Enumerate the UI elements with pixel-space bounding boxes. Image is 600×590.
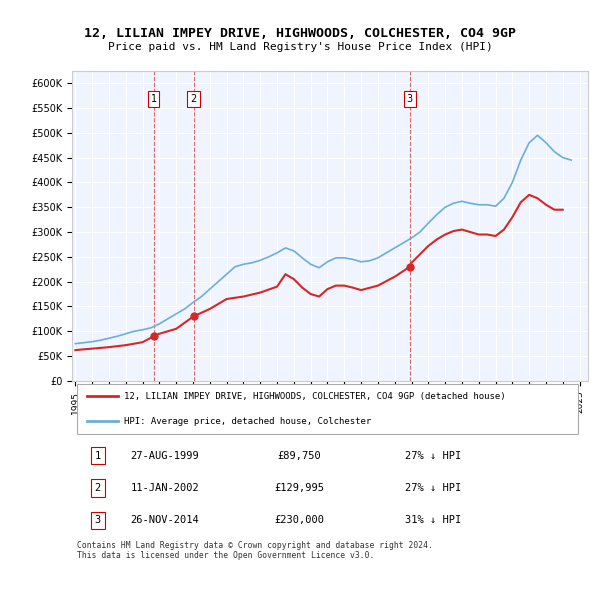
Text: 3: 3 [95,516,101,526]
Text: 27% ↓ HPI: 27% ↓ HPI [405,483,461,493]
Text: 2: 2 [190,94,197,104]
Text: 1: 1 [95,451,101,461]
Text: 12, LILIAN IMPEY DRIVE, HIGHWOODS, COLCHESTER, CO4 9GP: 12, LILIAN IMPEY DRIVE, HIGHWOODS, COLCH… [84,27,516,40]
Text: 12, LILIAN IMPEY DRIVE, HIGHWOODS, COLCHESTER, CO4 9GP (detached house): 12, LILIAN IMPEY DRIVE, HIGHWOODS, COLCH… [124,392,505,401]
Text: 2: 2 [95,483,101,493]
Text: 1: 1 [151,94,157,104]
Text: HPI: Average price, detached house, Colchester: HPI: Average price, detached house, Colc… [124,417,371,426]
Text: Contains HM Land Registry data © Crown copyright and database right 2024.
This d: Contains HM Land Registry data © Crown c… [77,540,433,560]
Text: 27-AUG-1999: 27-AUG-1999 [131,451,199,461]
Text: 26-NOV-2014: 26-NOV-2014 [131,516,199,526]
Text: 31% ↓ HPI: 31% ↓ HPI [405,516,461,526]
Text: 3: 3 [407,94,413,104]
Text: 11-JAN-2002: 11-JAN-2002 [131,483,199,493]
FancyBboxPatch shape [77,384,578,434]
Text: Price paid vs. HM Land Registry's House Price Index (HPI): Price paid vs. HM Land Registry's House … [107,42,493,53]
Text: £129,995: £129,995 [274,483,324,493]
Text: 27% ↓ HPI: 27% ↓ HPI [405,451,461,461]
Text: £89,750: £89,750 [277,451,321,461]
Text: £230,000: £230,000 [274,516,324,526]
